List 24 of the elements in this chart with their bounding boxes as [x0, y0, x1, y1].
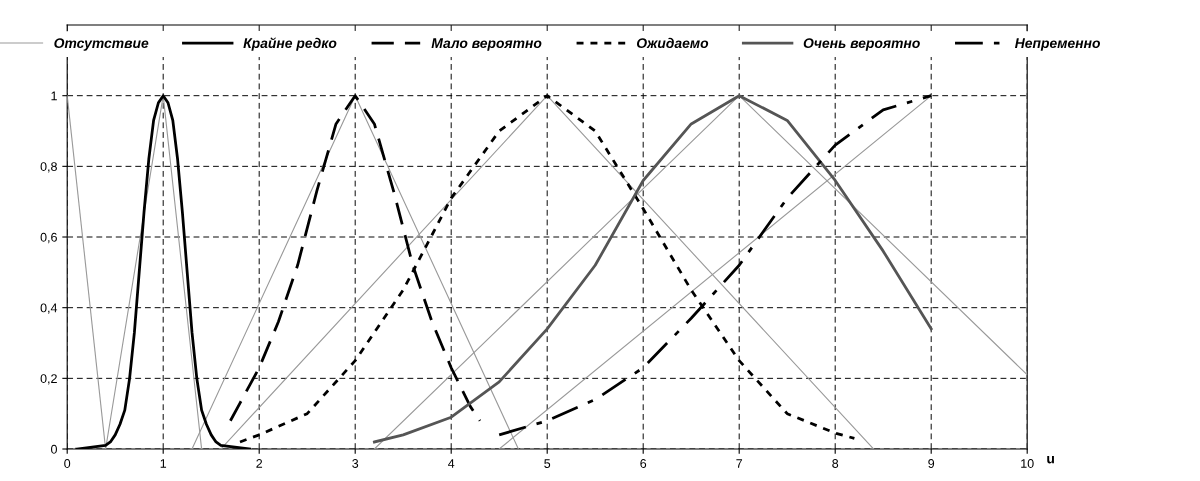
legend-label: Отсутствие [54, 38, 149, 51]
x-tick-label: 1 [160, 459, 167, 468]
x-tick-label: 0 [64, 459, 71, 468]
x-tick-label: 9 [928, 459, 935, 468]
legend-label: Непременно [1014, 38, 1101, 51]
y-tick-label: 1 [51, 91, 57, 101]
legend-label: Ожидаемо [636, 37, 709, 49]
y-tick-label: 0,6 [40, 232, 57, 244]
x-tick-label: 5 [544, 459, 551, 468]
legend-label: Мало вероятно [431, 38, 542, 51]
legend-label: Крайне редко [243, 37, 337, 51]
x-tick-label: 6 [640, 459, 647, 468]
x-tick-label: 3 [352, 459, 359, 468]
x-tick-label: 2 [256, 459, 263, 468]
y-tick-label: 0 [51, 444, 57, 454]
y-tick-label: 0,8 [40, 162, 57, 173]
x-tick-label: 7 [736, 459, 743, 468]
x-axis-title: u [1047, 455, 1054, 464]
x-tick-label: 8 [832, 459, 839, 468]
x-tick-label: 10 [1021, 459, 1034, 468]
x-tick-label: 4 [448, 459, 455, 468]
y-tick-label: 0,2 [40, 374, 57, 385]
y-tick-label: 0,4 [40, 303, 58, 314]
legend-label: Очень вероятно [803, 38, 920, 51]
